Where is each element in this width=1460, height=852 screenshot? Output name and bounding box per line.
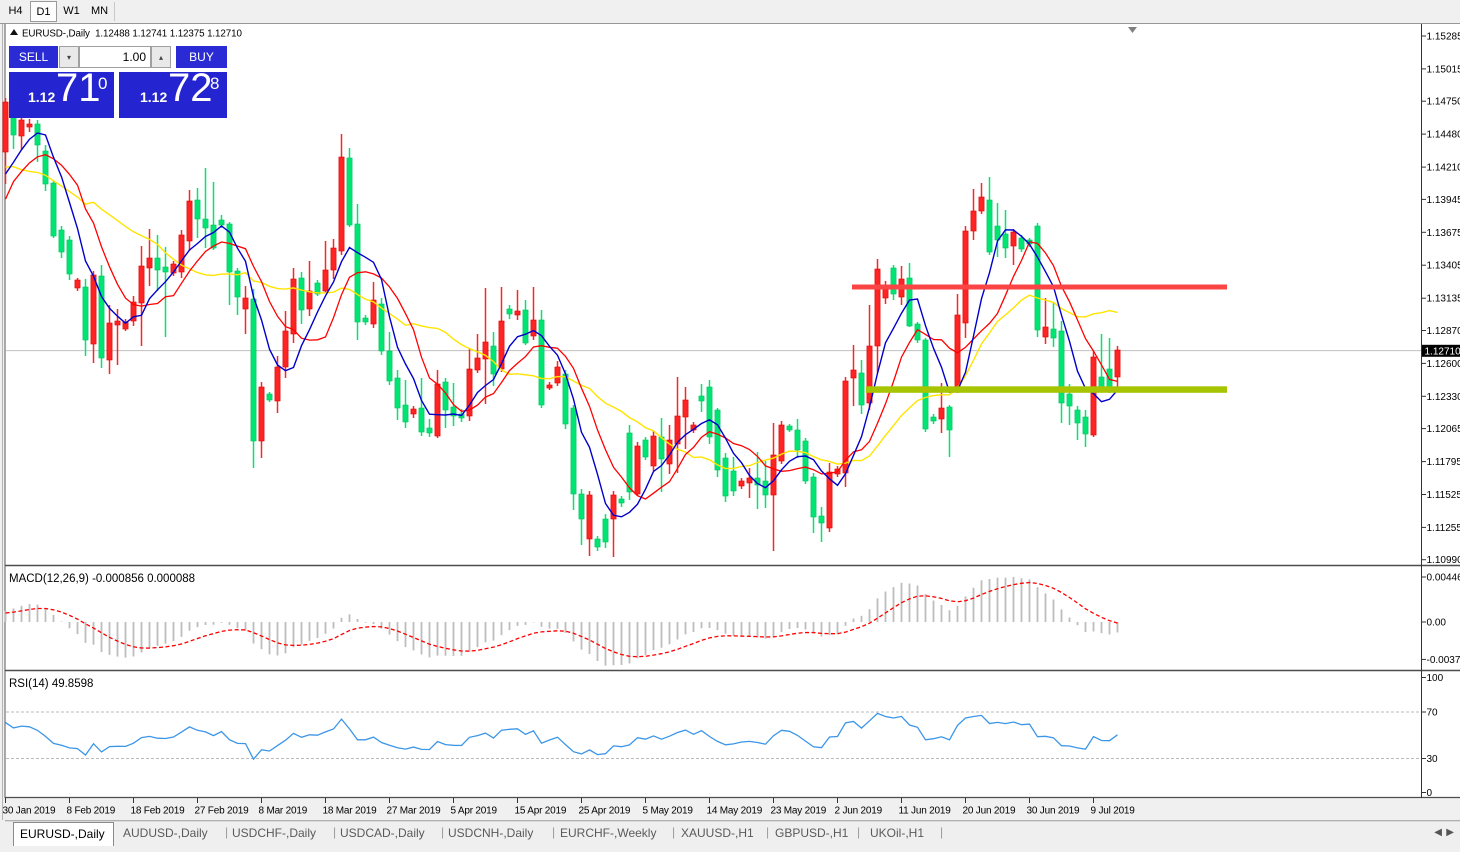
svg-text:23 May 2019: 23 May 2019 — [771, 806, 827, 817]
svg-text:1.15015: 1.15015 — [1427, 64, 1460, 75]
svg-text:14 May 2019: 14 May 2019 — [707, 806, 763, 817]
svg-text:18 Feb 2019: 18 Feb 2019 — [131, 806, 186, 817]
svg-text:1.12330: 1.12330 — [1427, 392, 1460, 403]
svg-text:1.13135: 1.13135 — [1427, 294, 1460, 305]
svg-text:1.10990: 1.10990 — [1427, 555, 1460, 566]
svg-text:1.13405: 1.13405 — [1427, 261, 1460, 272]
svg-text:5 Apr 2019: 5 Apr 2019 — [451, 806, 498, 817]
svg-text:27 Mar 2019: 27 Mar 2019 — [387, 806, 442, 817]
svg-text:MACD(12,26,9) -0.000856 0.0000: MACD(12,26,9) -0.000856 0.000088 — [9, 573, 195, 585]
svg-text:RSI(14) 49.8598: RSI(14) 49.8598 — [9, 678, 93, 690]
svg-text:8 Mar 2019: 8 Mar 2019 — [259, 806, 308, 817]
svg-text:1.14480: 1.14480 — [1427, 130, 1460, 141]
svg-text:27 Feb 2019: 27 Feb 2019 — [195, 806, 250, 817]
svg-text:1.12600: 1.12600 — [1427, 359, 1460, 370]
svg-text:1.13675: 1.13675 — [1427, 228, 1460, 239]
svg-text:70: 70 — [1427, 708, 1439, 719]
svg-text:30: 30 — [1427, 754, 1439, 765]
svg-text:18 Mar 2019: 18 Mar 2019 — [323, 806, 378, 817]
svg-text:1.14750: 1.14750 — [1427, 97, 1460, 108]
svg-text:1.12870: 1.12870 — [1427, 326, 1460, 337]
svg-text:100: 100 — [1427, 673, 1444, 684]
svg-text:1.12710: 1.12710 — [1425, 346, 1460, 357]
svg-text:15 Apr 2019: 15 Apr 2019 — [515, 806, 567, 817]
svg-text:30 Jun 2019: 30 Jun 2019 — [1027, 806, 1080, 817]
svg-text:11 Jun 2019: 11 Jun 2019 — [899, 806, 952, 817]
svg-text:1.11255: 1.11255 — [1427, 523, 1460, 534]
svg-text:2 Jun 2019: 2 Jun 2019 — [835, 806, 883, 817]
svg-text:20 Jun 2019: 20 Jun 2019 — [963, 806, 1016, 817]
svg-text:30 Jan 2019: 30 Jan 2019 — [3, 806, 56, 817]
svg-text:1.13945: 1.13945 — [1427, 195, 1460, 206]
svg-text:25 Apr 2019: 25 Apr 2019 — [579, 806, 631, 817]
svg-text:0.00: 0.00 — [1427, 618, 1447, 629]
svg-text:1.12065: 1.12065 — [1427, 424, 1460, 435]
svg-text:9 Jul 2019: 9 Jul 2019 — [1091, 806, 1136, 817]
svg-text:1.14210: 1.14210 — [1427, 163, 1460, 174]
svg-text:1.11795: 1.11795 — [1427, 457, 1460, 468]
svg-text:0: 0 — [1427, 788, 1433, 799]
svg-text:8 Feb 2019: 8 Feb 2019 — [67, 806, 116, 817]
svg-text:5 May 2019: 5 May 2019 — [643, 806, 694, 817]
svg-text:0.004465: 0.004465 — [1427, 573, 1460, 584]
svg-text:1.11525: 1.11525 — [1427, 490, 1460, 501]
svg-text:1.15285: 1.15285 — [1427, 32, 1460, 43]
svg-text:EURUSD-,Daily 1.12488 1.12741: EURUSD-,Daily 1.12488 1.12741 1.12375 1.… — [22, 29, 242, 40]
